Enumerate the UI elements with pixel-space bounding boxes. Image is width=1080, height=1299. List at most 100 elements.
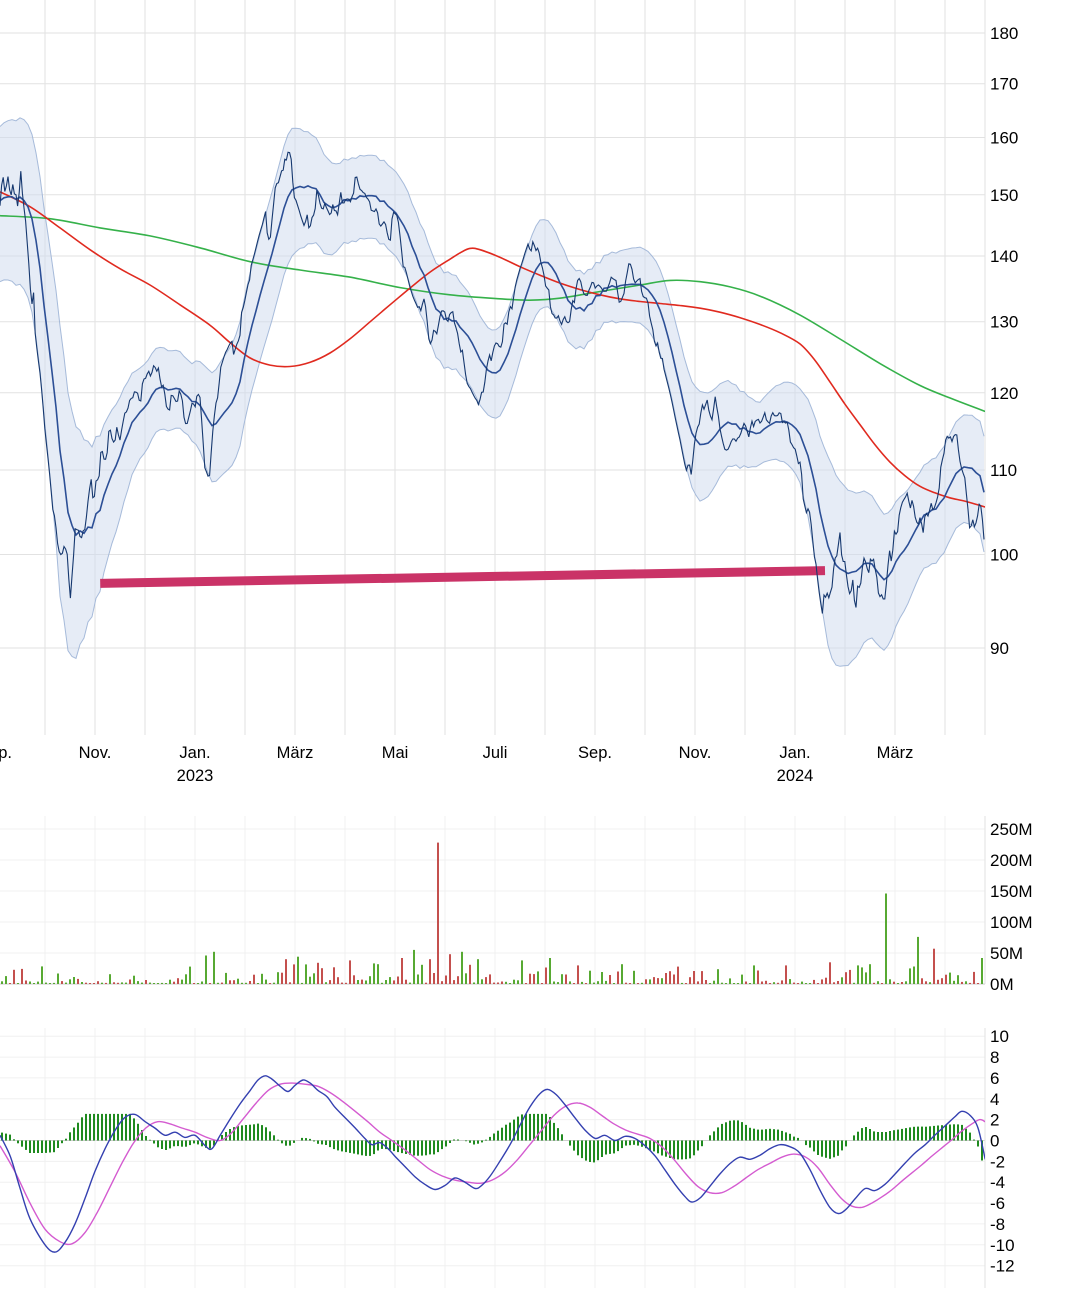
macd-histogram-bar <box>669 1140 671 1158</box>
volume-bar <box>577 965 579 984</box>
macd-histogram-bar <box>973 1139 975 1141</box>
volume-bar <box>501 981 503 984</box>
macd-histogram-bar <box>473 1140 475 1145</box>
volume-bar <box>45 982 47 984</box>
macd-histogram-bar <box>569 1140 571 1146</box>
volume-bar <box>141 982 143 984</box>
volume-bar <box>469 964 471 984</box>
volume-bar <box>485 977 487 984</box>
volume-bar <box>841 977 843 984</box>
price-axis: 180 170 160 150 140 130 120 110 100 90 <box>990 24 1018 658</box>
macd-histogram-bar <box>725 1122 727 1141</box>
macd-histogram-bar <box>177 1140 179 1147</box>
volume-bar <box>965 981 967 984</box>
macd-histogram-bar <box>237 1126 239 1141</box>
macd-histogram-bar <box>821 1140 823 1157</box>
volume-bar <box>673 974 675 984</box>
volume-bar <box>301 982 303 984</box>
macd-histogram-bar <box>269 1131 271 1141</box>
macd-histogram-bar <box>245 1125 247 1141</box>
volume-bar <box>613 983 615 984</box>
macd-histogram-bar <box>661 1140 663 1156</box>
macd-histogram-bar <box>621 1140 623 1149</box>
macd-histogram-bar <box>953 1124 955 1141</box>
volume-bar <box>593 982 595 984</box>
volume-bar <box>217 982 219 984</box>
volume-bar <box>377 964 379 984</box>
macd-histogram-bar <box>917 1126 919 1141</box>
volume-bar <box>645 979 647 984</box>
macd-histogram-bar <box>965 1128 967 1141</box>
macd-axis-tick-label: -4 <box>990 1173 1005 1192</box>
sma-long-green-line <box>0 214 985 413</box>
macd-histogram-bar <box>797 1137 799 1141</box>
macd-histogram-bar <box>521 1114 523 1141</box>
volume-bar <box>69 979 71 984</box>
volume-bar <box>225 972 227 984</box>
x-axis-tick-label: März <box>877 744 914 762</box>
volume-bar <box>109 974 111 984</box>
macd-histogram-bar <box>393 1140 395 1152</box>
volume-bar <box>521 960 523 984</box>
macd-histogram-bar <box>933 1125 935 1141</box>
volume-bar <box>245 982 247 984</box>
volume-bar <box>545 967 547 984</box>
volume-bar <box>509 983 511 984</box>
volume-bar <box>641 982 643 984</box>
volume-bar <box>933 948 935 984</box>
macd-histogram-bar <box>201 1140 203 1147</box>
macd-histogram-bar <box>337 1140 339 1151</box>
volume-bar <box>733 983 735 984</box>
x-axis-tick-label: März <box>277 744 314 762</box>
volume-bar <box>41 966 43 984</box>
x-axis-tick-label: Sep. <box>578 744 612 762</box>
volume-axis-tick-label: 200M <box>990 851 1033 870</box>
volume-bar <box>333 967 335 984</box>
macd-histogram-bar <box>913 1126 915 1141</box>
volume-bar <box>489 974 491 984</box>
volume-bar <box>189 966 191 984</box>
volume-bar <box>389 977 391 984</box>
macd-histogram-bar <box>9 1134 11 1141</box>
macd-histogram-bar <box>249 1124 251 1141</box>
macd-histogram-bar <box>781 1130 783 1141</box>
volume-bar <box>77 978 79 984</box>
volume-bar <box>637 983 639 984</box>
volume-bar <box>797 983 799 984</box>
macd-histogram-bar <box>261 1125 263 1141</box>
macd-axis-tick-label: 0 <box>990 1132 999 1151</box>
volume-bar <box>537 971 539 984</box>
volume-bar <box>737 983 739 984</box>
volume-bar <box>373 963 375 984</box>
volume-bar <box>1 981 3 984</box>
volume-bar <box>713 980 715 984</box>
volume-bar <box>749 983 751 984</box>
volume-bar <box>409 982 411 984</box>
volume-bar <box>185 974 187 984</box>
macd-histogram-bar <box>717 1127 719 1141</box>
macd-axis: 10 8 6 4 2 0-2 -4 -6 -8 -10 -12 <box>990 1027 1015 1276</box>
volume-bar <box>53 982 55 984</box>
volume-bar <box>845 972 847 984</box>
macd-histogram-bar <box>709 1135 711 1141</box>
macd-histogram-bar <box>897 1129 899 1141</box>
volume-bar <box>653 977 655 984</box>
macd-histogram-bar <box>617 1140 619 1152</box>
macd-histogram-bar <box>645 1140 647 1149</box>
volume-bar <box>725 983 727 984</box>
price-axis-tick-label: 140 <box>990 247 1018 266</box>
macd-histogram-bar <box>889 1131 891 1141</box>
macd-histogram-bar <box>837 1140 839 1156</box>
volume-bar <box>765 980 767 984</box>
volume-bar <box>693 971 695 984</box>
macd-histogram-bar <box>613 1140 615 1154</box>
volume-bar <box>21 968 23 984</box>
macd-histogram-bar <box>125 1113 127 1141</box>
macd-histogram-bar <box>629 1140 631 1146</box>
volume-bar <box>777 982 779 984</box>
volume-bar <box>729 978 731 984</box>
macd-histogram-bar <box>941 1125 943 1141</box>
macd-histogram-bar <box>549 1117 551 1141</box>
volume-bar <box>357 980 359 984</box>
macd-histogram-bar <box>149 1139 151 1141</box>
